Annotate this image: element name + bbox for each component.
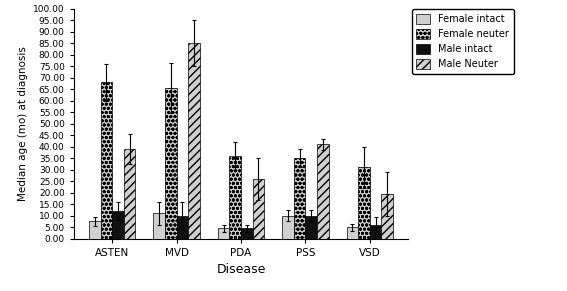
X-axis label: Disease: Disease [216, 263, 266, 276]
Bar [358, 167, 370, 239]
Bar [188, 43, 200, 239]
Bar [176, 216, 188, 239]
Bar [89, 221, 100, 239]
Bar [370, 225, 382, 239]
Bar [124, 149, 136, 239]
Bar [153, 213, 165, 239]
Bar [346, 227, 358, 239]
Bar [165, 88, 176, 239]
Bar [252, 179, 264, 239]
Bar [282, 216, 294, 239]
Bar [100, 82, 112, 239]
Bar [218, 228, 230, 239]
Bar [306, 216, 317, 239]
Bar [230, 156, 241, 239]
Bar [382, 194, 393, 239]
Bar [317, 144, 329, 239]
Legend: Female intact, Female neuter, Male intact, Male Neuter: Female intact, Female neuter, Male intac… [412, 9, 514, 74]
Bar [294, 158, 306, 239]
Bar [112, 211, 124, 239]
Y-axis label: Median age (mo) at diagnosis: Median age (mo) at diagnosis [18, 46, 28, 201]
Bar [241, 228, 252, 239]
